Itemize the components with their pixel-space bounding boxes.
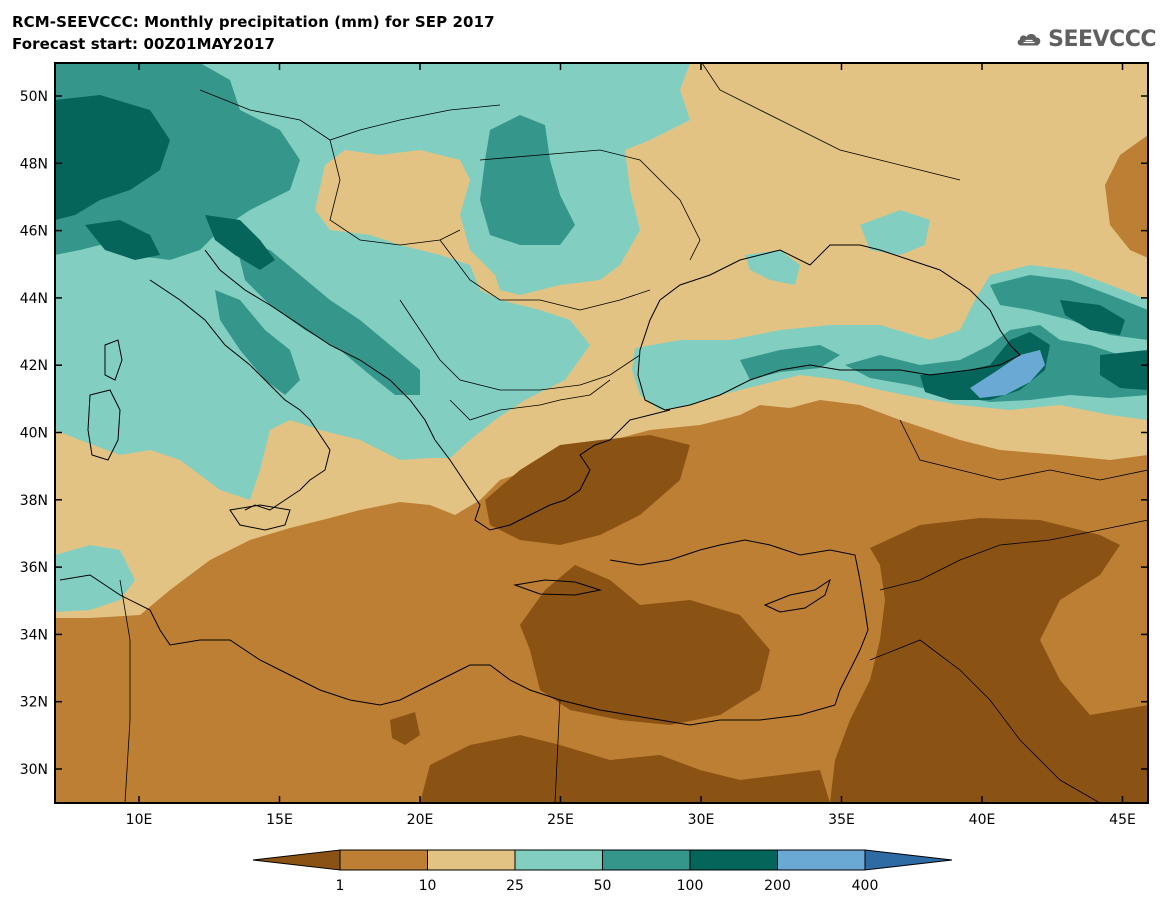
precip-field-50-100-black-sea bbox=[740, 345, 840, 380]
seevccc-logo: SEEVCCC bbox=[1016, 22, 1156, 56]
precip-field-25-50-west bbox=[55, 545, 135, 612]
map-frame bbox=[54, 62, 1149, 804]
border-10 bbox=[554, 699, 561, 803]
coastline-sardinia bbox=[87, 389, 121, 461]
lon-label: 15E bbox=[266, 812, 293, 828]
precip-field-1-10-ne bbox=[1105, 135, 1148, 258]
coastline-adriatic-east bbox=[204, 249, 436, 441]
colorbar-swatch bbox=[427, 849, 516, 871]
lat-label: 48N bbox=[20, 156, 48, 172]
precip-field-50-100-carpathians bbox=[480, 115, 575, 245]
border-8 bbox=[869, 639, 1101, 803]
lat-label: 50N bbox=[20, 89, 48, 105]
coastline-anatolia-south bbox=[609, 539, 861, 581]
precip-field-25-50-azov bbox=[860, 210, 930, 255]
logo-text: SEEVCCC bbox=[1048, 26, 1156, 52]
precip-field-25-50 bbox=[55, 63, 690, 500]
colorbar-swatch-high bbox=[864, 849, 953, 871]
colorbar-swatch bbox=[514, 849, 603, 871]
precip-field-10-25 bbox=[55, 63, 1148, 618]
precip-field-50-100-apennines bbox=[215, 290, 300, 395]
border-3 bbox=[479, 149, 701, 261]
colorbar-swatch-low bbox=[252, 849, 341, 871]
lat-label: 32N bbox=[20, 695, 48, 711]
precip-field-100-200-georgia bbox=[1100, 350, 1148, 390]
forecast-start-label: Forecast start: 00Z01MAY2017 bbox=[12, 35, 275, 53]
colorbar: 1 10 25 50 100 200 400 bbox=[252, 849, 953, 894]
precip-field-25-50-caucasus bbox=[632, 265, 1148, 420]
colorbar-label: 400 bbox=[852, 878, 879, 894]
border-4 bbox=[439, 239, 651, 311]
coastline-sicily bbox=[229, 504, 291, 531]
colorbar-label: 10 bbox=[419, 878, 437, 894]
coastline-black-sea bbox=[637, 244, 1021, 411]
precip-field-below-1-libya bbox=[390, 712, 420, 745]
precip-field-100-200-caucasus bbox=[1060, 300, 1125, 335]
coastlines bbox=[59, 244, 1021, 726]
precip-field-below-1-levant bbox=[520, 565, 770, 725]
lat-label: 38N bbox=[20, 493, 48, 509]
lon-label: 10E bbox=[126, 812, 153, 828]
colorbar-swatch bbox=[777, 849, 866, 871]
precip-field-50-100-caucasus bbox=[845, 325, 1148, 402]
precip-field-below-1-aegean bbox=[485, 435, 690, 545]
precip-field-below-1-egypt bbox=[420, 735, 830, 803]
precip-field-100-200-alps bbox=[55, 95, 170, 220]
border-9 bbox=[701, 63, 961, 181]
longitude-axis: 10E 15E 20E 25E 30E 35E 40E 45E bbox=[126, 63, 1136, 828]
lat-label: 34N bbox=[20, 627, 48, 643]
lat-label: 40N bbox=[20, 426, 48, 442]
precip-field-1-10 bbox=[55, 63, 1148, 803]
lat-label: 44N bbox=[20, 291, 48, 307]
colorbar-swatch bbox=[339, 849, 428, 871]
coastline-corsica bbox=[104, 339, 123, 381]
lat-label: 36N bbox=[20, 560, 48, 576]
precip-field-100-200-italy-north bbox=[85, 220, 160, 260]
lon-label: 35E bbox=[828, 812, 855, 828]
colorbar-label: 50 bbox=[594, 878, 612, 894]
lon-label: 20E bbox=[407, 812, 434, 828]
lat-label: 42N bbox=[20, 358, 48, 374]
cloud-icon bbox=[1017, 34, 1041, 46]
lon-label: 40E bbox=[969, 812, 996, 828]
lat-label: 46N bbox=[20, 224, 48, 240]
colorbar-swatch bbox=[689, 849, 778, 871]
lon-label: 30E bbox=[688, 812, 715, 828]
border-11 bbox=[119, 579, 131, 803]
border-12 bbox=[899, 419, 1148, 481]
coastline-cyprus bbox=[763, 578, 831, 613]
colorbar-label: 200 bbox=[764, 878, 791, 894]
colorbar-label: 100 bbox=[677, 878, 704, 894]
lon-label: 45E bbox=[1109, 812, 1136, 828]
coastline-balkans-south bbox=[434, 409, 671, 531]
precip-field-200-400 bbox=[970, 350, 1045, 398]
colorbar-label: 1 bbox=[336, 878, 345, 894]
coastline-north-africa bbox=[59, 574, 836, 726]
country-borders bbox=[119, 63, 1148, 803]
precip-field-25-50-crimea bbox=[745, 250, 800, 285]
coastline-levant bbox=[834, 579, 869, 706]
precip-field-50-100-adriatic bbox=[235, 240, 420, 395]
map-title: RCM-SEEVCCC: Monthly precipitation (mm) … bbox=[12, 13, 495, 31]
border-6 bbox=[449, 379, 611, 421]
precip-field-50-100-georgia bbox=[990, 275, 1148, 340]
coastline-italy bbox=[149, 279, 331, 511]
colorbar-swatch bbox=[602, 849, 691, 871]
colorbar-label: 25 bbox=[506, 878, 524, 894]
border-2 bbox=[329, 139, 461, 246]
precip-field-50-100-alps bbox=[55, 63, 300, 260]
precip-field-below-1-east bbox=[830, 518, 1148, 803]
lon-label: 25E bbox=[547, 812, 574, 828]
border-1 bbox=[199, 89, 501, 141]
lat-label: 30N bbox=[20, 762, 48, 778]
precip-field-100-200-pontic bbox=[920, 332, 1050, 400]
latitude-axis: 50N 48N 46N 44N 42N 40N 38N 36N 34N 32N 30N bbox=[20, 89, 1148, 778]
coastline-crete bbox=[513, 579, 602, 596]
precipitation-fields bbox=[55, 63, 1148, 803]
border-5 bbox=[399, 299, 641, 391]
precip-field-100-200-croatia bbox=[205, 215, 275, 270]
border-7 bbox=[879, 519, 1148, 591]
